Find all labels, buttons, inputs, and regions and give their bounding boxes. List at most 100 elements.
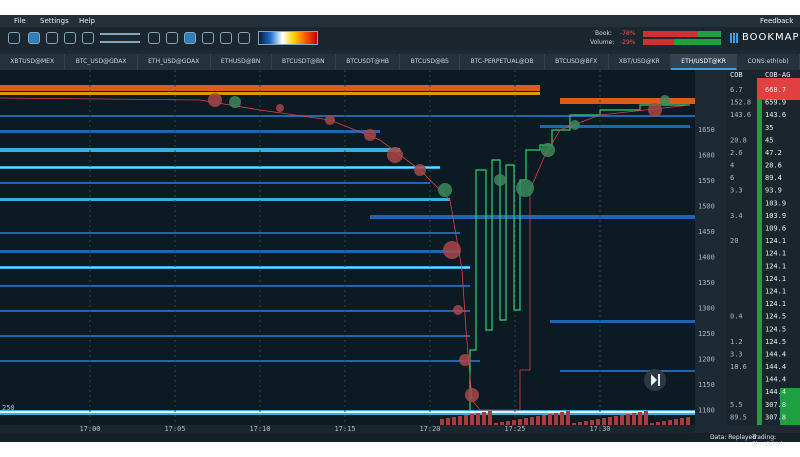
volume-bar: [602, 418, 606, 425]
tool-button[interactable]: [64, 32, 76, 44]
volume-bar: [536, 416, 540, 425]
cob-ag-value: 143.6: [765, 111, 786, 119]
cob-value: 4: [730, 162, 734, 170]
instrument-tab[interactable]: BTCUSDT@BN: [272, 54, 336, 70]
tool-button[interactable]: [46, 32, 58, 44]
menu-item[interactable]: File: [14, 17, 26, 25]
cob-value: 6.7: [730, 86, 743, 94]
volume-bar: [638, 412, 642, 425]
cob-ag-value: 307.8: [765, 413, 786, 421]
volume-bar: [674, 419, 678, 425]
instrument-tab[interactable]: BTCUSDT@HB: [336, 54, 401, 70]
instrument-tab[interactable]: BTC_USD@GDAX: [65, 54, 138, 70]
tool-button[interactable]: [166, 32, 178, 44]
heatmap-band: [0, 310, 470, 312]
heatmap-band: [560, 370, 695, 372]
tool-button[interactable]: [238, 32, 250, 44]
price-label: 1250: [698, 330, 715, 338]
heatmap-band: [0, 148, 400, 152]
trade-bubble: [459, 354, 471, 366]
time-label: 17:25: [504, 425, 525, 433]
column-header: COB-AG: [765, 71, 790, 79]
volume-bar: [554, 413, 558, 425]
price-label: 1450: [698, 228, 715, 236]
instrument-tab[interactable]: BTC-PERPETUAL@DB: [460, 54, 545, 70]
volume-bar: [590, 420, 594, 425]
tool-button[interactable]: [184, 32, 196, 44]
price-label: 1650: [698, 126, 715, 134]
volume-bar: [452, 417, 456, 425]
tool-button[interactable]: [202, 32, 214, 44]
volume-bar: [530, 417, 534, 425]
instrument-tab[interactable]: BTCUSD@BFX: [545, 54, 609, 70]
cob-ag-bar-bid: [780, 388, 800, 425]
instrument-tab[interactable]: XBTUSD@MEX: [0, 54, 66, 70]
volume-value: -29%: [620, 39, 636, 46]
heatmap-band: [0, 85, 540, 91]
volume-bar: [506, 421, 510, 425]
tool-button[interactable]: [8, 32, 20, 44]
heatmap-band: [0, 92, 540, 95]
volume-bar: [620, 415, 624, 425]
trade-bubble: [208, 93, 222, 107]
volume-bar: [572, 423, 576, 425]
status-bar: Data: Replayed Trading: Simulated: [0, 433, 800, 448]
volume-bar: [482, 412, 486, 425]
volume-bar: [643, 39, 721, 45]
volume-bars: [440, 411, 690, 425]
cob-ag-value: 45: [765, 136, 773, 144]
instrument-tab[interactable]: ETHUSD@BN: [211, 54, 272, 70]
volume-bar: [458, 416, 462, 425]
cob-ag-value: 144.4: [765, 363, 786, 371]
trade-bubble: [541, 143, 555, 157]
volume-scale: 250: [2, 404, 15, 412]
volume-bar: [440, 419, 444, 425]
instrument-tab[interactable]: XBT/USD@KR: [609, 54, 671, 70]
menu-item[interactable]: Settings: [40, 17, 69, 25]
heatmap-band: [540, 125, 690, 128]
price-label: 1150: [698, 381, 715, 389]
volume-bar: [686, 417, 690, 425]
book-label: Book:: [595, 30, 612, 37]
volume-bar: [656, 422, 660, 425]
slider[interactable]: [100, 33, 140, 35]
tool-button[interactable]: [148, 32, 160, 44]
feedback-link[interactable]: Feedback: [760, 17, 794, 25]
heatmap-band: [0, 115, 695, 117]
heatmap-band: [0, 130, 380, 133]
instrument-tab[interactable]: CONS:eth(ob): [737, 54, 800, 70]
cob-ag-value: 47.2: [765, 149, 782, 157]
cob-ag-value: 124.5: [765, 313, 786, 321]
trade-bubble: [516, 179, 534, 197]
cob-ag-value: 124.1: [765, 250, 786, 258]
tab-bar: XBTUSD@MEX BTC_USD@GDAX ETH_USD@GDAX ETHUSD…: [0, 54, 800, 70]
palette-selector[interactable]: [258, 31, 318, 45]
cob-ag-value: 124.1: [765, 262, 786, 270]
price-scale: [695, 70, 727, 425]
volume-bar: [626, 414, 630, 425]
instrument-tab[interactable]: ETH/USDT@KR: [671, 54, 738, 70]
volume-bar: [494, 423, 498, 425]
trade-bubble: [570, 120, 580, 130]
toolbar: Book: -78% Volume: -29% BOOKMAP: [0, 27, 800, 51]
tool-button[interactable]: [28, 32, 40, 44]
price-label: 1600: [698, 152, 715, 160]
volume-bar: [596, 419, 600, 425]
cob-ag-value: 124.1: [765, 275, 786, 283]
trade-bubble: [453, 305, 463, 315]
cob-value: 0.4: [730, 313, 743, 321]
tool-button[interactable]: [82, 32, 94, 44]
cob-value: 18.6: [730, 363, 747, 371]
instrument-tab[interactable]: BTCUSD@BS: [400, 54, 461, 70]
cob-ag-value: 93.9: [765, 187, 782, 195]
heatmap-band: [0, 360, 480, 362]
heatmap-background: [0, 70, 695, 425]
menu-item[interactable]: Help: [79, 17, 95, 25]
instrument-tab[interactable]: ETH_USD@GDAX: [138, 54, 211, 70]
trade-bubble: [276, 104, 284, 112]
slider[interactable]: [100, 41, 140, 43]
volume-bar: [560, 412, 564, 425]
cob-ag-value: 103.9: [765, 199, 786, 207]
tool-button[interactable]: [220, 32, 232, 44]
heatmap-band: [370, 215, 695, 219]
